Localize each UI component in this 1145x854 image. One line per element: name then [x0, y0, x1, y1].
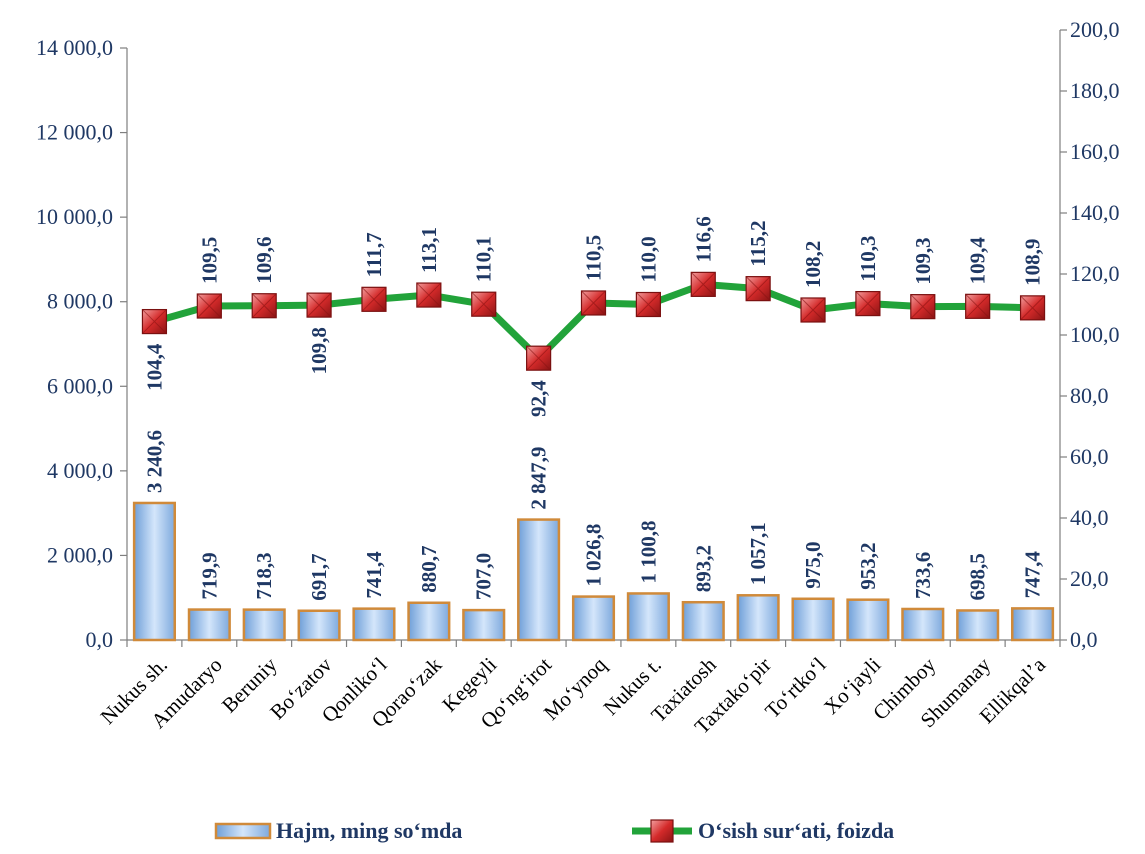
line-marker-bevel [800, 297, 826, 323]
left-tick-label: 14 000,0 [36, 35, 113, 60]
line-marker-bevel [636, 292, 661, 317]
right-tick-label: 140,0 [1070, 200, 1120, 225]
bar-value-label: 718,3 [252, 552, 276, 599]
line-marker-bevel [745, 276, 771, 301]
bar-value-label: 953,2 [856, 542, 880, 589]
line-value-label: 110,0 [636, 236, 660, 282]
bar [846, 598, 890, 642]
bar [626, 592, 670, 642]
right-tick-label: 160,0 [1070, 139, 1120, 164]
line-value-label: 109,6 [252, 236, 276, 283]
bar [517, 518, 561, 642]
line-marker-bevel [251, 293, 277, 319]
right-tick-label: 0,0 [1070, 627, 1098, 652]
bar-value-label: 2 847,9 [527, 447, 551, 510]
bar [1011, 607, 1055, 642]
line-value-label: 92,4 [527, 380, 551, 417]
line-marker-bevel [416, 282, 442, 308]
line-value-label: 110,1 [472, 236, 496, 282]
bar [132, 501, 176, 642]
line-value-label: 109,3 [911, 237, 935, 284]
bar [352, 607, 396, 642]
line-value-label: 109,8 [307, 327, 331, 374]
bar-value-label: 733,6 [911, 552, 935, 599]
legend-bar-swatch [214, 822, 272, 840]
bar-value-label: 707,0 [472, 553, 496, 600]
bar-value-label: 893,2 [691, 545, 715, 592]
left-tick-label: 4 000,0 [47, 458, 113, 483]
line-value-label: 108,2 [801, 241, 825, 288]
bar [571, 595, 616, 642]
right-tick-label: 80,0 [1070, 383, 1109, 408]
bar-value-label: 1 057,1 [746, 522, 770, 585]
line-marker-bevel [306, 292, 332, 318]
line-value-label: 108,9 [1021, 239, 1045, 286]
line-value-label: 110,5 [582, 235, 606, 281]
right-tick-label: 60,0 [1070, 444, 1109, 469]
left-tick-label: 12 000,0 [36, 120, 113, 145]
data-labels: 3 240,6 719,9 718,3 691,7 741,4 880,7 707,0 2 8… [142, 216, 1044, 600]
line-value-label: 111,7 [362, 232, 386, 277]
bar-value-label: 698,5 [966, 553, 990, 600]
line-marker-bevel [910, 294, 936, 319]
line-marker-bevel [690, 272, 716, 297]
bar [956, 609, 1000, 642]
bar-value-label: 747,4 [1021, 551, 1045, 599]
line-value-label: 109,5 [197, 237, 221, 284]
right-tick-label: 180,0 [1070, 78, 1120, 103]
category-label: To‘rtko‘l [760, 652, 830, 722]
bar [462, 608, 506, 642]
bar [901, 607, 945, 642]
line-marker-bevel [855, 291, 881, 316]
line-value-label: 109,4 [966, 237, 990, 285]
left-tick-label: 2 000,0 [47, 542, 113, 567]
bar-value-label: 975,0 [801, 542, 825, 589]
bar [791, 597, 835, 642]
bar-value-label: 3 240,6 [142, 430, 166, 493]
line-marker-bevel [581, 290, 606, 316]
bar [681, 600, 725, 642]
bar [407, 601, 451, 642]
legend-label-bar: Hajm, ming so‘mda [276, 818, 462, 843]
legend-label-line: O‘sish sur‘ati, foizda [698, 818, 894, 843]
line-value-label: 110,3 [856, 235, 880, 281]
left-tick-label: 6 000,0 [47, 373, 113, 398]
right-tick-label: 20,0 [1070, 566, 1109, 591]
legend: Hajm, ming so‘mda O‘sish sur‘ati, foizda [214, 818, 894, 843]
left-tick-label: 8 000,0 [47, 289, 113, 314]
bar-value-label: 691,7 [307, 554, 331, 601]
bar-value-label: 719,9 [197, 552, 221, 599]
bar-series [132, 501, 1055, 642]
bar [297, 609, 341, 642]
right-tick-label: 100,0 [1070, 322, 1120, 347]
line-value-label: 115,2 [746, 221, 770, 267]
left-tick-label: 10 000,0 [36, 204, 113, 229]
bar [187, 608, 231, 642]
bar-value-label: 1 100,8 [636, 520, 660, 583]
right-tick-label: 200,0 [1070, 17, 1120, 42]
line-series [141, 271, 1046, 371]
line-marker-bevel [471, 291, 497, 317]
bar-value-label: 741,4 [362, 551, 386, 599]
line-value-label: 113,1 [417, 227, 441, 273]
line-marker-bevel [1020, 295, 1045, 321]
line-marker-bevel [196, 293, 222, 319]
bar-value-label: 880,7 [417, 546, 441, 593]
legend-marker-swatch [650, 819, 674, 843]
line-marker-bevel [965, 293, 991, 319]
line-value-label: 116,6 [691, 216, 715, 262]
bar-value-label: 1 026,8 [582, 524, 606, 587]
bar [736, 594, 780, 642]
right-tick-label: 120,0 [1070, 261, 1120, 286]
line-marker-bevel [526, 345, 551, 371]
right-tick-label: 40,0 [1070, 505, 1109, 530]
left-tick-label: 0,0 [86, 627, 114, 652]
bar [242, 608, 286, 642]
line-value-label: 104,4 [142, 343, 166, 391]
line-marker-bevel [361, 286, 387, 312]
line-marker-bevel [142, 309, 167, 334]
